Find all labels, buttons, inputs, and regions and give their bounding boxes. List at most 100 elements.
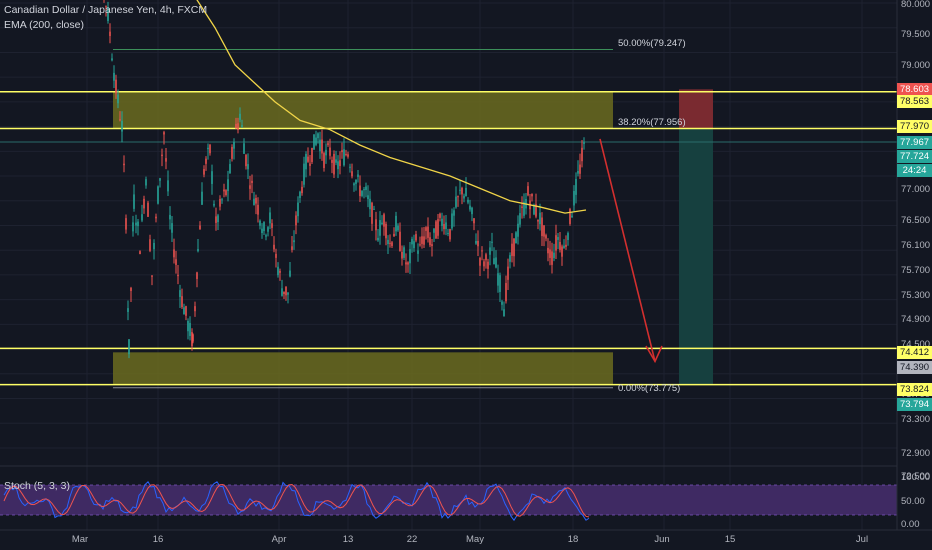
price-tag: 77.970	[897, 120, 932, 133]
candle-body	[109, 31, 111, 37]
candle-body	[441, 218, 443, 226]
candle-body	[559, 241, 561, 250]
candle-body	[431, 244, 433, 246]
candle-body	[561, 246, 563, 257]
candle-body	[457, 196, 459, 198]
candle-body	[507, 266, 509, 280]
ema-indicator-label[interactable]: EMA (200, close)	[4, 19, 84, 31]
candle-body	[207, 147, 209, 150]
candle-body	[535, 204, 537, 217]
candle-body	[121, 120, 123, 132]
stoch-tick-label: 50.00	[901, 496, 925, 507]
candle-body	[571, 215, 573, 218]
candle-body	[117, 94, 119, 104]
stoch-tick-label: 100.00	[901, 472, 930, 483]
candle-body	[135, 222, 137, 226]
candle-body	[337, 161, 339, 170]
candle-body	[551, 251, 553, 265]
candle-body	[353, 183, 355, 186]
candle-body	[379, 220, 381, 236]
candle-body	[297, 202, 299, 217]
candle-body	[437, 219, 439, 236]
candle-body	[321, 139, 323, 154]
candle-body	[194, 306, 196, 312]
price-tag: 73.794	[897, 398, 932, 411]
time-tick-label: 16	[153, 534, 164, 545]
candle-body	[137, 221, 139, 227]
candle-body	[467, 199, 469, 203]
candle-body	[127, 308, 129, 312]
candle-body	[555, 235, 557, 251]
symbol-title[interactable]: Canadian Dollar / Japanese Yen, 4h, FXCM	[4, 4, 208, 16]
ema-200-line	[196, 0, 587, 214]
price-tick-label: 79.500	[901, 29, 930, 40]
candle-body	[225, 190, 227, 196]
time-tick-label: 13	[343, 534, 354, 545]
candle-body	[407, 262, 409, 265]
candle-body	[269, 212, 271, 224]
candle-body	[517, 223, 519, 237]
price-tag: 77.967	[897, 136, 932, 149]
fib-50-label: 50.00%(79.247)	[618, 38, 686, 49]
resistance-zone	[113, 91, 613, 129]
candle-body	[223, 189, 225, 192]
stoch-indicator-label[interactable]: Stoch (5, 3, 3)	[4, 480, 70, 492]
candle-body	[347, 154, 349, 157]
candle-body	[151, 275, 153, 277]
candle-body	[149, 239, 151, 251]
candle-body	[523, 201, 525, 216]
candle-body	[449, 229, 451, 240]
candle-body	[257, 204, 259, 215]
price-tick-label: 73.300	[901, 414, 930, 425]
candle-body	[215, 216, 217, 223]
take-profit-box	[679, 128, 713, 385]
price-tick-label: 77.000	[901, 184, 930, 195]
candle-body	[545, 235, 547, 239]
candle-body	[487, 261, 489, 269]
candle-body	[423, 236, 425, 245]
candle-body	[491, 241, 493, 243]
candle-body	[399, 231, 401, 251]
candle-body	[395, 215, 397, 232]
candle-body	[361, 190, 363, 196]
candle-body	[249, 185, 251, 189]
candle-body	[369, 198, 371, 210]
candle-body	[281, 288, 283, 296]
candle-body	[163, 132, 165, 135]
candle-body	[497, 273, 499, 286]
candle-body	[513, 238, 515, 257]
candle-body	[107, 7, 109, 22]
candle-body	[289, 270, 291, 277]
candle-body	[451, 213, 453, 229]
candle-body	[157, 186, 159, 204]
candle-body	[179, 290, 181, 297]
candle-body	[403, 247, 405, 258]
candle-body	[445, 222, 447, 230]
candle-body	[177, 274, 179, 277]
candle-body	[483, 261, 485, 267]
candle-body	[349, 166, 351, 168]
candle-body	[433, 228, 435, 233]
candle-body	[307, 156, 309, 162]
candle-body	[443, 224, 445, 230]
candle-body	[271, 223, 273, 228]
candle-body	[469, 205, 471, 210]
candle-body	[187, 320, 189, 332]
candle-body	[130, 287, 132, 292]
candle-body	[475, 241, 477, 244]
chart-legend: Canadian Dollar / Japanese Yen, 4h, FXCM…	[4, 3, 207, 33]
candle-body	[575, 178, 577, 195]
candle-body	[255, 197, 257, 204]
price-tick-label: 76.100	[901, 240, 930, 251]
candle-body	[299, 191, 301, 198]
candle-body	[239, 113, 241, 120]
price-tick-label: 75.300	[901, 290, 930, 301]
candle-body	[401, 251, 403, 259]
candle-body	[291, 246, 293, 250]
candle-body	[267, 227, 269, 232]
candle-body	[155, 216, 157, 219]
candle-body	[159, 178, 161, 181]
candle-body	[493, 258, 495, 265]
stoch-tick-label: 0.00	[901, 519, 920, 530]
